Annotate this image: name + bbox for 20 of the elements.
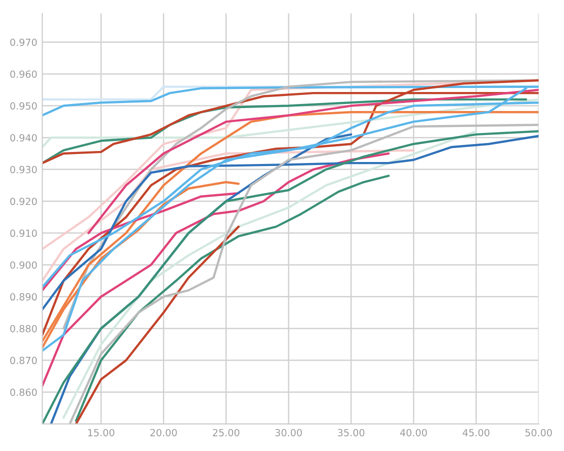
x-tick-label: 45.00: [462, 428, 490, 436]
y-tick-label: 0.930: [10, 166, 37, 174]
y-tick-label: 0.920: [10, 198, 37, 206]
y-tick-label: 0.880: [10, 324, 37, 332]
x-tick-label: 20.00: [150, 428, 177, 436]
y-tick-label: 0.890: [10, 293, 37, 301]
x-tick-label: 50.00: [525, 428, 552, 436]
y-tick-label: 0.870: [10, 356, 37, 364]
y-tick-label: 0.940: [10, 134, 37, 142]
x-tick-label: 40.00: [400, 428, 427, 436]
x-tick-label: 15.00: [88, 428, 114, 436]
x-tick-label: 30.00: [275, 428, 302, 436]
y-tick-label: 0.970: [10, 38, 37, 46]
y-tick-label: 0.900: [10, 261, 37, 269]
y-tick-label: 0.860: [10, 388, 37, 396]
y-tick-label: 0.910: [10, 230, 37, 237]
x-tick-label: 35.00: [338, 428, 364, 436]
y-tick-label: 0.950: [10, 102, 37, 110]
x-tick-label: 25.00: [212, 428, 240, 436]
y-tick-label: 0.960: [10, 70, 37, 78]
